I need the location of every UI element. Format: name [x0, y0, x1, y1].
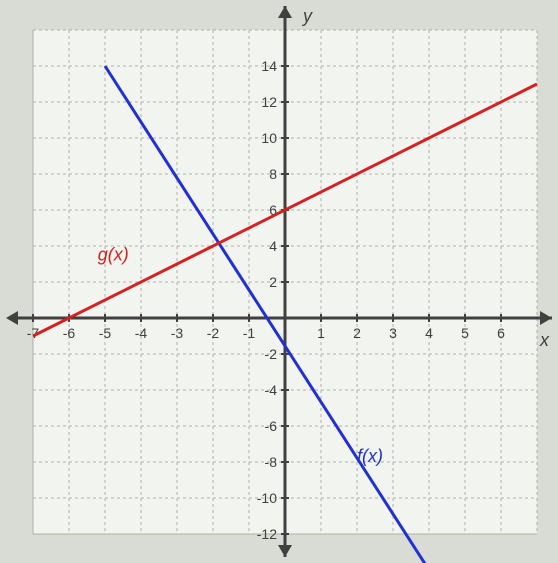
ytick-label: -10: [257, 490, 277, 506]
xtick-label: 1: [317, 325, 325, 341]
line-chart: -7-6-5-4-3-2-1123456-14-12-10-8-6-4-2246…: [0, 0, 558, 563]
ytick-label: 8: [269, 166, 277, 182]
ytick-label: 4: [269, 238, 277, 254]
ytick-label: 2: [269, 274, 277, 290]
ytick-label: -4: [265, 382, 278, 398]
ytick-label: -12: [257, 526, 277, 542]
xtick-label: 3: [389, 325, 397, 341]
xtick-label: -1: [243, 325, 256, 341]
xtick-label: -3: [171, 325, 184, 341]
xtick-label: 4: [425, 325, 433, 341]
xtick-label: 2: [353, 325, 361, 341]
xtick-label: -6: [63, 325, 76, 341]
xtick-label: -5: [99, 325, 112, 341]
xtick-label: -4: [135, 325, 148, 341]
series-label-g(x): g(x): [98, 244, 129, 264]
series-label-f(x): f(x): [357, 446, 383, 466]
ytick-label: -6: [265, 418, 278, 434]
y-axis-label: y: [301, 6, 313, 26]
ytick-label: -2: [265, 346, 278, 362]
xtick-label: -2: [207, 325, 220, 341]
xtick-label: 6: [497, 325, 505, 341]
ytick-label: 12: [261, 94, 277, 110]
ytick-label: 14: [261, 58, 277, 74]
ytick-label: 10: [261, 130, 277, 146]
xtick-label: 5: [461, 325, 469, 341]
x-axis-label: x: [539, 330, 550, 350]
chart-container: -7-6-5-4-3-2-1123456-14-12-10-8-6-4-2246…: [0, 0, 558, 563]
ytick-label: -8: [265, 454, 278, 470]
